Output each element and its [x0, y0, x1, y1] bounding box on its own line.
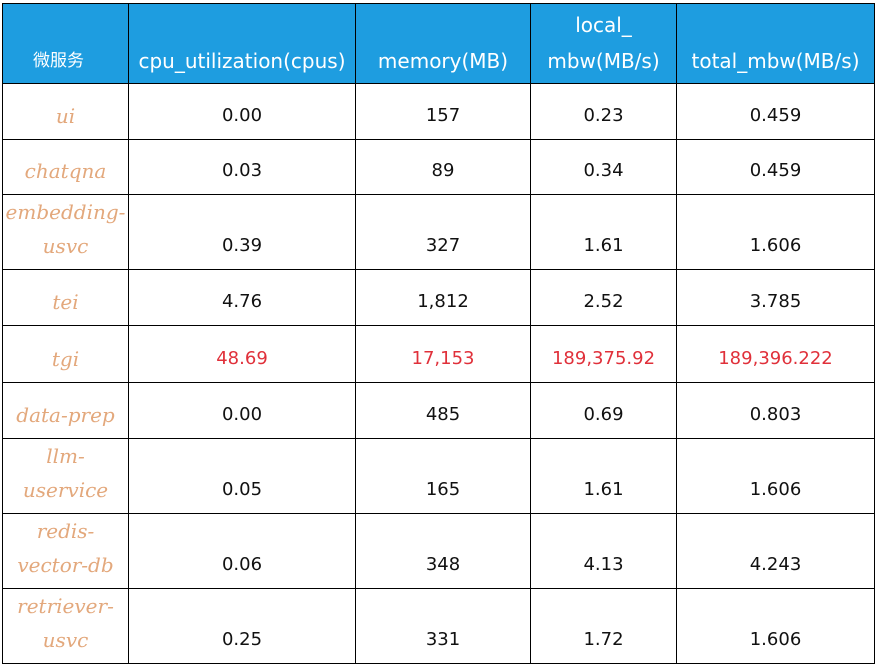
- value-cell: 1,812: [355, 269, 531, 326]
- value-cell: 189,396.222: [676, 325, 875, 383]
- value-cell: 0.34: [530, 139, 677, 195]
- value-cell: 1.61: [530, 438, 677, 514]
- header-cell: 微服务: [2, 3, 129, 84]
- header-cell: cpu_utilization(cpus): [128, 3, 356, 84]
- service-name: tgi: [2, 325, 129, 383]
- value-cell: 348: [355, 513, 531, 589]
- value-cell: 0.25: [128, 588, 356, 664]
- value-cell: 0.803: [676, 382, 875, 439]
- value-cell: 331: [355, 588, 531, 664]
- service-name: tei: [2, 269, 129, 326]
- header-row: 微服务 cpu_utilization(cpus) memory(MB) local_…: [2, 3, 875, 84]
- value-cell: 2.52: [530, 269, 677, 326]
- header-cell: total_mbw(MB/s): [676, 3, 875, 84]
- value-cell: 327: [355, 194, 531, 270]
- service-name: chatqna: [2, 139, 129, 195]
- value-cell: 0.459: [676, 139, 875, 195]
- table-row: ui 0.00 157 0.23 0.459: [2, 83, 875, 140]
- table-row: data-prep 0.00 485 0.69 0.803: [2, 382, 875, 439]
- value-cell: 4.243: [676, 513, 875, 589]
- table-row: embedding-usvc 0.39 327 1.61 1.606: [2, 194, 875, 270]
- table-row: retriever-usvc 0.25 331 1.72 1.606: [2, 588, 875, 664]
- table: 微服务 cpu_utilization(cpus) memory(MB) local_…: [2, 3, 875, 664]
- service-name: retriever-usvc: [2, 588, 129, 664]
- value-cell: 1.606: [676, 438, 875, 514]
- table-row: tei 4.76 1,812 2.52 3.785: [2, 269, 875, 326]
- header-cell: memory(MB): [355, 3, 531, 84]
- value-cell: 0.69: [530, 382, 677, 439]
- service-name: llm-uservice: [2, 438, 129, 514]
- service-name: data-prep: [2, 382, 129, 439]
- value-cell: 157: [355, 83, 531, 140]
- header-cell: local_ mbw(MB/s): [530, 3, 677, 84]
- value-cell: 165: [355, 438, 531, 514]
- table-row: llm-uservice 0.05 165 1.61 1.606: [2, 438, 875, 514]
- value-cell: 0.23: [530, 83, 677, 140]
- value-cell: 0.459: [676, 83, 875, 140]
- value-cell: 485: [355, 382, 531, 439]
- service-name: redis-vector-db: [2, 513, 129, 589]
- value-cell: 0.06: [128, 513, 356, 589]
- value-cell: 48.69: [128, 325, 356, 383]
- table-row: tgi 48.69 17,153 189,375.92 189,396.222: [2, 325, 875, 383]
- value-cell: 0.39: [128, 194, 356, 270]
- value-cell: 0.03: [128, 139, 356, 195]
- table-body: ui 0.00 157 0.23 0.459 chatqna 0.03 89 0.34 0.459…: [2, 83, 875, 664]
- value-cell: 17,153: [355, 325, 531, 383]
- value-cell: 1.72: [530, 588, 677, 664]
- value-cell: 1.606: [676, 194, 875, 270]
- value-cell: 0.00: [128, 83, 356, 140]
- service-name: embedding-usvc: [2, 194, 129, 270]
- table-row: chatqna 0.03 89 0.34 0.459: [2, 139, 875, 195]
- value-cell: 0.05: [128, 438, 356, 514]
- value-cell: 3.785: [676, 269, 875, 326]
- service-name: ui: [2, 83, 129, 140]
- value-cell: 1.606: [676, 588, 875, 664]
- table-header: 微服务 cpu_utilization(cpus) memory(MB) local_…: [2, 3, 875, 84]
- value-cell: 89: [355, 139, 531, 195]
- value-cell: 189,375.92: [530, 325, 677, 383]
- value-cell: 4.76: [128, 269, 356, 326]
- value-cell: 4.13: [530, 513, 677, 589]
- value-cell: 0.00: [128, 382, 356, 439]
- value-cell: 1.61: [530, 194, 677, 270]
- table-row: redis-vector-db 0.06 348 4.13 4.243: [2, 513, 875, 589]
